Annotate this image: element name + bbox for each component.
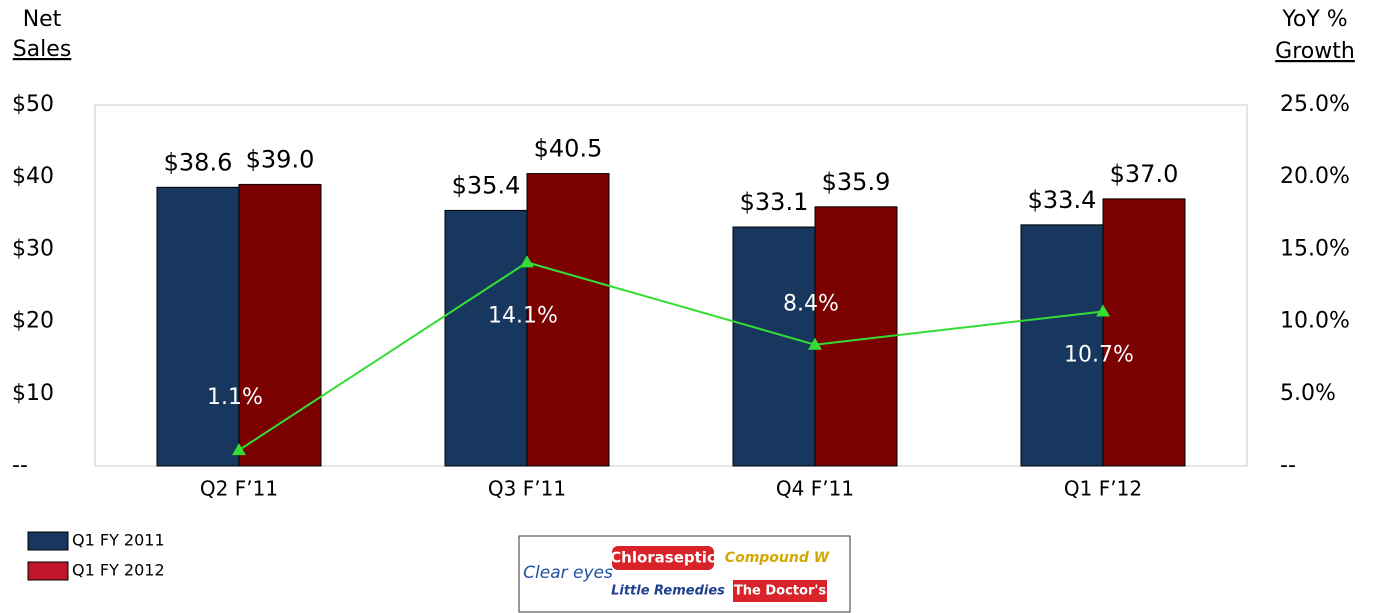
data-label: $40.5	[534, 135, 603, 163]
plot-frame	[94, 104, 1248, 467]
bar	[238, 183, 322, 467]
y2-axis-label: YoY %	[1281, 7, 1347, 32]
logo-bg	[612, 546, 714, 570]
y2-tick-label: 10.0%	[1280, 309, 1350, 334]
y-tick-label: --	[12, 453, 28, 478]
x-tick-label: Q1 F’12	[1064, 477, 1142, 501]
line-label: 8.4%	[783, 292, 839, 317]
line-label: 1.1%	[207, 385, 263, 410]
y2-tick-label: --	[1280, 453, 1296, 478]
data-label: $33.1	[740, 188, 809, 216]
y-tick-label: $30	[12, 236, 54, 261]
logo: Compound W	[725, 550, 830, 566]
y-tick-label: $10	[12, 381, 54, 406]
y-axis-label: Net	[23, 7, 62, 32]
y-tick-label: $20	[12, 309, 54, 334]
logo: Little Remedies	[611, 584, 725, 599]
y-axis-label: Sales	[13, 37, 72, 62]
data-label: $33.4	[1028, 186, 1097, 214]
x-tick-label: Q3 F’11	[488, 477, 566, 501]
data-label: $35.9	[822, 168, 891, 196]
bar	[156, 186, 240, 467]
marker	[1096, 304, 1110, 317]
bar	[526, 173, 610, 467]
line-label: 10.7%	[1064, 342, 1134, 367]
legend-swatch	[27, 561, 69, 581]
x-tick-label: Q2 F’11	[200, 477, 278, 501]
y2-tick-label: 20.0%	[1280, 164, 1350, 189]
x-tick-label: Q4 F’11	[776, 477, 854, 501]
y-tick-label: $50	[12, 92, 54, 117]
data-label: $35.4	[452, 171, 521, 199]
logo: Clear eyes	[523, 563, 613, 583]
legend-swatch	[27, 531, 69, 551]
legend-label: Q1 FY 2012	[72, 561, 165, 580]
y2-tick-label: 25.0%	[1280, 92, 1350, 117]
logo: Chloraseptic	[610, 549, 716, 567]
line-label: 14.1%	[488, 303, 558, 328]
marker	[808, 337, 822, 350]
data-label: $39.0	[246, 145, 315, 173]
logo: The Doctor's	[734, 584, 826, 599]
y2-axis-label: Growth	[1275, 39, 1355, 64]
logo-bg	[733, 580, 827, 602]
data-label: $37.0	[1110, 160, 1179, 188]
bar	[444, 209, 528, 467]
legend-label: Q1 FY 2011	[72, 531, 165, 550]
marker	[232, 443, 246, 456]
line	[238, 261, 1104, 451]
y2-tick-label: 5.0%	[1280, 381, 1336, 406]
bar	[732, 226, 816, 467]
y2-tick-label: 15.0%	[1280, 236, 1350, 261]
logo-box: Clear eyes Chloraseptic Compound W Littl…	[518, 535, 851, 613]
bar	[1102, 198, 1186, 467]
y-tick-label: $40	[12, 164, 54, 189]
marker	[520, 255, 534, 268]
data-label: $38.6	[164, 148, 233, 176]
